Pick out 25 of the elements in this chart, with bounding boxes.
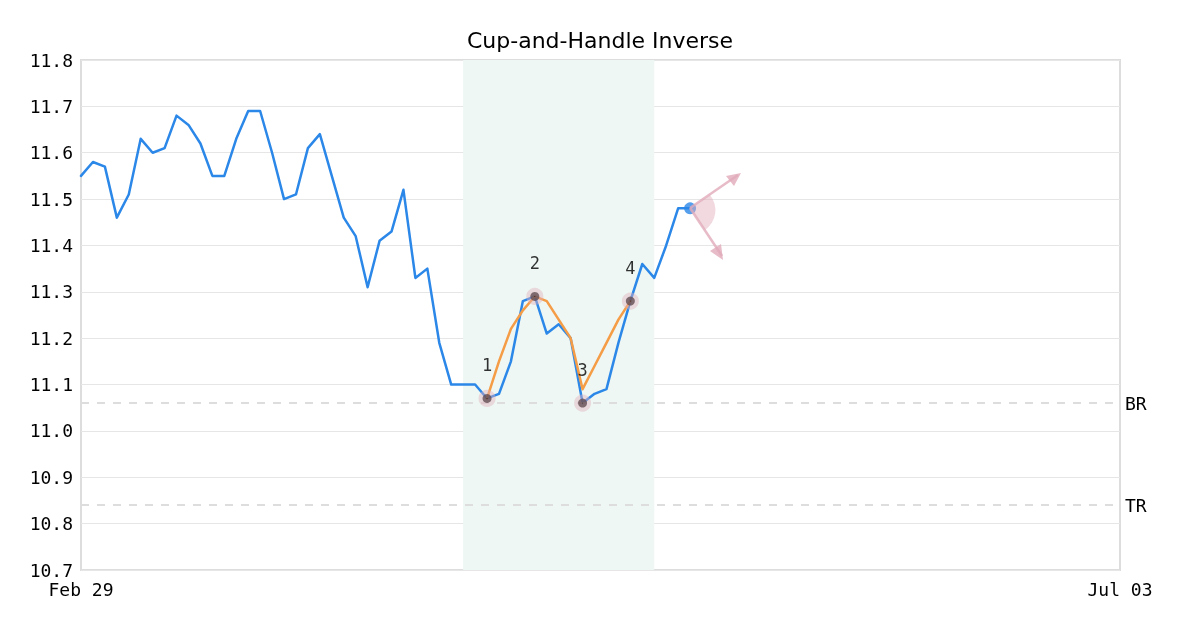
- y-tick-label: 11.4: [29, 234, 73, 256]
- chart-title: Cup-and-Handle Inverse: [466, 27, 734, 53]
- y-tick-label: 10.9: [29, 466, 73, 488]
- y-tick-label: 11.2: [29, 327, 73, 349]
- point: [526, 287, 544, 305]
- point: [478, 389, 496, 407]
- x-tick-label: Jul 03: [1087, 578, 1153, 600]
- point: [621, 292, 639, 310]
- y-tick-label: 11.5: [29, 188, 73, 210]
- y-tick-label: 10.7: [29, 559, 73, 581]
- y-tick-label: 11.6: [29, 142, 73, 164]
- point: [574, 394, 592, 412]
- y-tick-label: 11.0: [29, 420, 73, 442]
- y-tick-label: 10.8: [29, 513, 73, 535]
- y-tick-label: 11.3: [29, 281, 73, 303]
- annotation: 4: [625, 258, 636, 279]
- annotation: 3: [577, 360, 588, 381]
- y-tick-label: 11.1: [29, 374, 73, 396]
- ref-line-label: TR: [1125, 494, 1147, 516]
- y-tick-label: 11.7: [29, 95, 73, 117]
- annotation: 2: [529, 253, 540, 274]
- ref-line-label: BR: [1125, 392, 1147, 414]
- x-tick-label: Feb 29: [48, 578, 114, 600]
- annotation: 1: [481, 355, 493, 376]
- y-tick-label: 11.8: [29, 49, 73, 71]
